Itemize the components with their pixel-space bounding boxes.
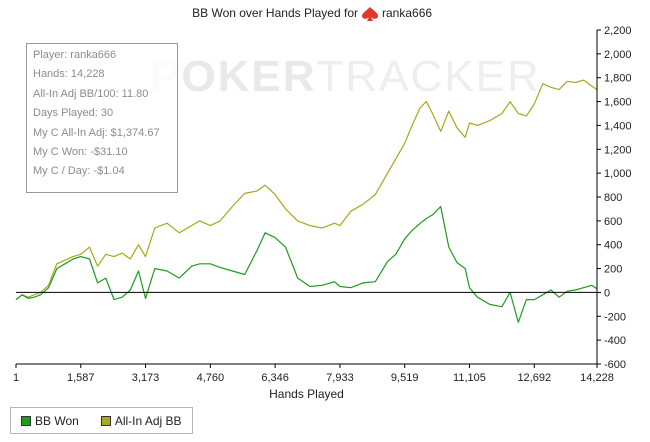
x-tick-label: 14,228 [580, 372, 614, 384]
legend-swatch-adj-bb [100, 415, 111, 426]
tick-labels: -600 -400 -200 0 200 400 600 800 1,000 1,200 1,400… [13, 25, 632, 401]
y-tick-label: 2,000 [604, 49, 632, 61]
x-tick-label: 11,105 [453, 372, 486, 384]
stat-player: Player: ranka666 [33, 49, 117, 61]
legend-item-adj-bb[interactable]: All-In Adj BB [100, 413, 182, 428]
stat-my-c-won: My C Won: -$31.10 [33, 146, 128, 159]
chart-title-player: ranka666 [382, 6, 432, 20]
x-axis-title: Hands Played [269, 387, 344, 401]
stat-hands: Hands: 14,228 [33, 68, 105, 81]
y-tick-label: 1,200 [604, 144, 632, 156]
legend-label-bb-won: BB Won [35, 413, 79, 428]
x-tick-label: 1 [13, 372, 19, 384]
x-tick-label: 4,760 [197, 372, 225, 384]
stat-my-c-all-in-adj: My C All-In Adj: $1,374.67 [33, 126, 160, 139]
series-line-bb-won [15, 205, 598, 323]
y-tick-label: 2,200 [604, 25, 632, 37]
y-tick-label: 200 [604, 264, 622, 276]
y-tick-label: 1,800 [604, 73, 632, 85]
x-tick-label: 3,173 [132, 372, 160, 384]
y-tick-label: 600 [604, 216, 622, 228]
x-tick-label: 9,519 [391, 372, 419, 384]
x-tick-label: 1,587 [67, 372, 95, 384]
legend-swatch-bb-won [21, 415, 31, 426]
y-tick-label: 1,600 [604, 97, 632, 109]
y-tick-label: 1,400 [604, 120, 632, 132]
chart-legend: BB Won All-In Adj BB [10, 407, 193, 434]
x-tick-label: 7,933 [326, 372, 354, 384]
legend-item-bb-won[interactable]: BB Won [21, 414, 79, 428]
series-line-all-in-adj-bb [15, 79, 598, 301]
x-tick-label: 12,692 [517, 372, 551, 384]
y-tick-label: 800 [604, 192, 622, 204]
chart-title: BB Won over Hands Played for ranka666 [192, 6, 432, 21]
y-tick-label: -400 [604, 335, 626, 347]
stat-my-c-per-day: My C / Day: -$1.04 [33, 165, 125, 178]
stat-adj-bb100: All-In Adj BB/100: 11.80 [33, 87, 149, 100]
player-stats-box: Player: ranka666 Hands: 14,228 All-In Ad… [26, 43, 178, 193]
y-tick-label: 1,000 [604, 168, 632, 180]
x-tick-label: 6,346 [261, 372, 289, 384]
series-lines [15, 79, 598, 323]
stat-days-played: Days Played: 30 [33, 107, 114, 120]
pokertracker-watermark: POKERTRACKER [150, 52, 541, 101]
spade-icon [362, 7, 378, 21]
y-tick-label: 0 [604, 287, 610, 299]
y-tick-label: 400 [604, 240, 622, 252]
legend-label-adj-bb: All-In Adj BB [114, 413, 182, 428]
y-tick-label: -200 [604, 311, 626, 323]
chart-title-text: BB Won over Hands Played for [192, 6, 358, 20]
y-tick-label: -600 [604, 359, 626, 371]
